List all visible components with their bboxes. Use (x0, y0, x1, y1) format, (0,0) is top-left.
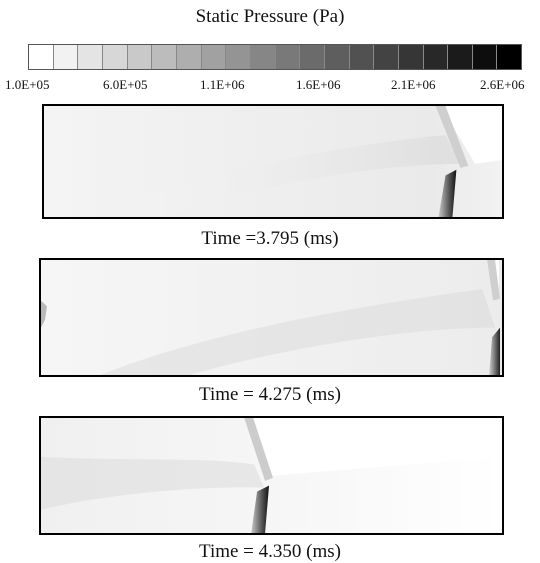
colorbar-level (176, 45, 202, 69)
oblique-front (435, 106, 469, 168)
colorbar-level (349, 45, 375, 69)
colorbar-title: Static Pressure (Pa) (195, 6, 345, 27)
pressure-contour-panel-3 (39, 416, 504, 535)
colorbar-tick-label: 2.1E+06 (391, 77, 436, 92)
detonation-front (251, 485, 270, 533)
colorbar-level (374, 45, 399, 69)
colorbar-level (472, 45, 498, 69)
colorbar-level (398, 45, 424, 69)
colorbar-level (324, 45, 350, 69)
colorbar-level (78, 45, 103, 69)
colorbar-level (448, 45, 473, 69)
colorbar-level (53, 45, 79, 69)
oblique-front (487, 260, 501, 301)
colorbar-tick-label: 1.0E+05 (5, 77, 50, 92)
colorbar-level (250, 45, 276, 69)
colorbar-level (423, 45, 449, 69)
colorbar-tick-label: 1.1E+06 (200, 77, 245, 92)
pressure-contour-panel-1 (42, 104, 504, 219)
colorbar-tick-label: 1.6E+06 (296, 77, 341, 92)
frame-caption-2: Time = 4.275 (ms) (199, 384, 341, 405)
compression-wave (100, 288, 496, 375)
left-reflected-wave (41, 300, 47, 328)
colorbar-level (127, 45, 153, 69)
compression-wave (83, 134, 461, 217)
colorbar-tick-label: 2.6E+06 (480, 77, 525, 92)
upper-region (41, 418, 502, 476)
upper-region (44, 106, 502, 164)
colorbar-level (497, 45, 522, 69)
compression-wave (41, 456, 265, 510)
colorbar-level (201, 45, 227, 69)
oblique-front (244, 418, 273, 481)
colorbar-level (226, 45, 251, 69)
colorbar-level (275, 45, 301, 69)
detonation-front (438, 169, 457, 217)
colorbar-level (152, 45, 177, 69)
colorbar-level (300, 45, 325, 69)
colorbar-level (102, 45, 128, 69)
colorbar (28, 44, 522, 70)
frame-caption-1: Time =3.795 (ms) (201, 228, 339, 249)
colorbar-level (29, 45, 54, 69)
frame-caption-3: Time = 4.350 (ms) (199, 541, 341, 562)
panel-background (41, 260, 502, 375)
detonation-front (489, 327, 501, 375)
colorbar-tick-label: 6.0E+05 (103, 77, 148, 92)
pressure-contour-panel-2 (39, 258, 504, 377)
